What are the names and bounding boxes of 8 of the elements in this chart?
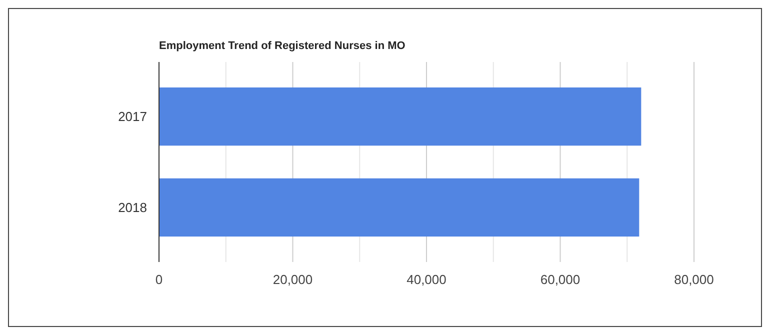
x-tick-label: 80,000: [674, 272, 714, 287]
y-tick-label: 2017: [118, 109, 147, 124]
y-tick-label: 2018: [118, 200, 147, 216]
x-tick-label: 40,000: [406, 272, 446, 287]
text: 20,000: [272, 272, 313, 287]
x-tick-label: 0: [155, 272, 163, 287]
chart-title: Employment Trend of Registered Nurses in MO: [159, 40, 406, 52]
x-tick-label: 60,000: [540, 272, 580, 287]
